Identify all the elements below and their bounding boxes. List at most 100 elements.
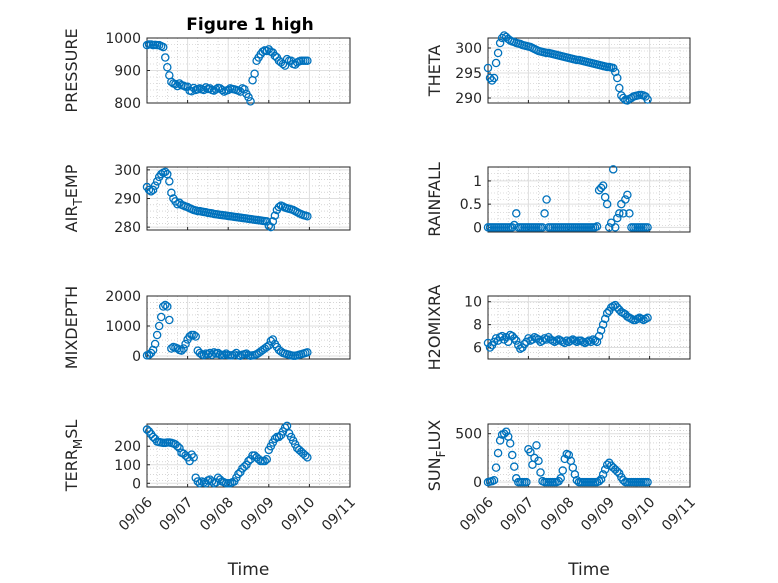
data-point — [491, 58, 501, 68]
subplot-6: 6 8 10 H2OMIXRA — [425, 285, 691, 371]
data-point — [598, 470, 608, 479]
x-tick-label: 09/08 — [197, 495, 237, 535]
data-point — [510, 462, 519, 471]
data-point — [244, 92, 253, 102]
data-point — [154, 321, 164, 331]
data-point — [495, 38, 505, 48]
data-point — [262, 217, 272, 226]
data-point — [195, 479, 205, 488]
data-point — [179, 344, 188, 353]
y-axis-label-main: MIXDEPTH — [62, 286, 81, 369]
data-point — [303, 56, 312, 66]
y-tick-label: 2000 — [105, 289, 141, 305]
axes-box — [487, 423, 691, 488]
x-tick-label: 09/09 — [238, 495, 278, 535]
data-point — [564, 450, 574, 460]
y-axis-label: H2OMIXRA — [425, 285, 444, 371]
y-axis-label: TERRMSL — [62, 420, 85, 493]
y-tick-label: 0 — [132, 476, 141, 492]
data-point — [592, 337, 602, 347]
data-point — [240, 85, 249, 94]
data-point — [191, 332, 200, 341]
data-point — [493, 48, 503, 58]
y-axis-label-main: AIR — [62, 206, 81, 233]
data-point — [507, 223, 517, 232]
subplot-1: 800 900 1000 PRESSURE — [62, 28, 351, 113]
data-point — [264, 341, 274, 350]
data-point — [540, 209, 549, 218]
data-point — [205, 84, 215, 93]
data-point — [266, 222, 276, 232]
x-tick-label: 09/10 — [278, 495, 318, 535]
data-point — [207, 477, 217, 486]
data-point — [594, 476, 604, 486]
y-tick-label: 0 — [473, 475, 482, 491]
data-point — [613, 467, 622, 476]
y-tick-label: 8 — [473, 318, 482, 334]
data-point — [556, 474, 565, 483]
data-point — [274, 432, 284, 442]
data-point — [167, 344, 176, 353]
data-point — [489, 73, 499, 83]
data-point — [274, 202, 284, 212]
data-point — [596, 474, 606, 484]
data-point — [156, 169, 166, 179]
data-point — [205, 348, 215, 358]
data-point — [213, 348, 223, 358]
data-point — [568, 463, 578, 472]
data-point — [613, 73, 622, 83]
data-point — [177, 346, 186, 355]
data-point — [189, 453, 198, 462]
data-point — [163, 302, 172, 311]
y-axis-label: SUNFLUX — [425, 420, 448, 492]
data-point — [487, 76, 497, 85]
data-point — [501, 427, 511, 437]
data-point — [282, 421, 292, 431]
data-point — [625, 209, 634, 218]
y-tick-label: 200 — [114, 439, 141, 455]
y-axis-label-sub: T — [71, 198, 85, 207]
data-point — [199, 85, 209, 95]
data-point — [526, 447, 535, 457]
data-point — [240, 462, 249, 471]
y-axis-label-main: SUN — [425, 457, 444, 491]
y-tick-label: 1000 — [105, 31, 141, 47]
data-point — [189, 330, 198, 340]
data-point — [262, 454, 272, 464]
data-point — [144, 185, 154, 195]
data-point — [250, 69, 259, 79]
data-point — [303, 212, 312, 221]
data-point — [262, 342, 272, 352]
data-point — [270, 211, 280, 220]
data-point — [234, 469, 243, 479]
y-axis-label: PRESSURE — [62, 28, 81, 112]
data-point — [600, 314, 610, 324]
data-point — [594, 331, 604, 341]
y-tick-label: 100 — [114, 458, 141, 474]
subplot-7: 0 100 200 TERRMSL 09/06 09/07 09/08 09/09 09/10 0… — [62, 420, 359, 580]
data-point — [528, 335, 537, 344]
y-axis-label-main: RAINFALL — [425, 162, 444, 237]
data-point — [608, 165, 618, 174]
x-tick-label: 09/08 — [538, 495, 578, 535]
data-point — [161, 53, 170, 62]
data-point — [497, 33, 507, 43]
data-point — [223, 85, 233, 95]
data-point — [611, 223, 620, 232]
data-point — [534, 456, 543, 466]
y-axis-label-main: TERR — [62, 449, 81, 492]
data-point — [596, 326, 606, 335]
data-point — [558, 466, 567, 475]
y-axis-label: MIXDEPTH — [62, 286, 81, 369]
y-axis-label-tail: SL — [62, 420, 81, 439]
y-tick-label: 0 — [132, 349, 141, 365]
subplot-3: 280 290 300 AIRTEMP — [62, 163, 351, 236]
data-point — [152, 177, 162, 186]
data-point — [512, 209, 521, 218]
data-point — [608, 63, 618, 73]
x-axis-label: Time — [567, 560, 610, 580]
data-point — [173, 441, 182, 451]
data-point — [598, 320, 608, 329]
data-point — [619, 209, 628, 218]
data-point — [193, 477, 202, 486]
